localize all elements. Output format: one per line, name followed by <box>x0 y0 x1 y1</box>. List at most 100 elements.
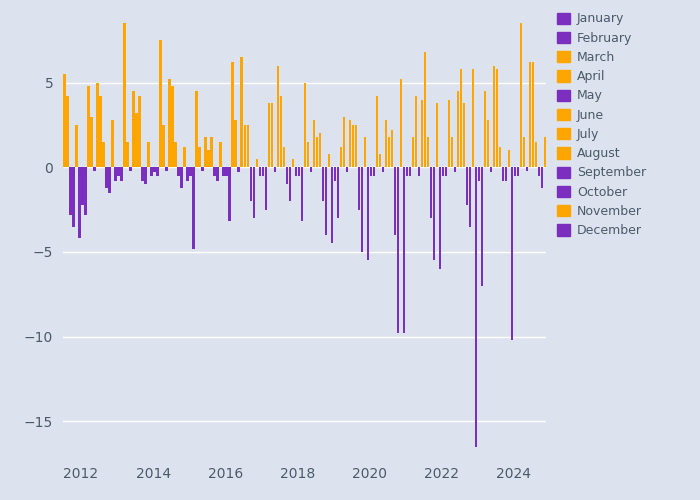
Bar <box>442 168 444 176</box>
Bar <box>130 168 132 170</box>
Bar <box>397 168 399 333</box>
Bar <box>298 168 300 176</box>
Bar <box>258 168 261 176</box>
Bar <box>267 103 270 168</box>
Bar <box>307 142 309 168</box>
Bar <box>160 40 162 168</box>
Bar <box>225 168 228 176</box>
Bar <box>216 168 219 181</box>
Bar <box>99 96 102 168</box>
Bar <box>340 147 342 168</box>
Bar <box>300 168 303 222</box>
Bar <box>439 168 441 269</box>
Bar <box>204 137 207 168</box>
Bar <box>466 168 468 204</box>
Bar <box>538 168 540 176</box>
Bar <box>481 168 483 286</box>
Bar <box>202 168 204 170</box>
Bar <box>334 168 336 181</box>
Bar <box>150 168 153 176</box>
Bar <box>388 137 390 168</box>
Bar <box>295 168 297 176</box>
Bar <box>190 168 192 176</box>
Bar <box>493 66 496 168</box>
Bar <box>88 86 90 168</box>
Bar <box>355 125 357 168</box>
Bar <box>469 168 471 226</box>
Bar <box>523 137 525 168</box>
Bar <box>132 91 135 168</box>
Bar <box>412 137 414 168</box>
Bar <box>165 168 168 170</box>
Bar <box>478 168 480 181</box>
Bar <box>262 168 264 176</box>
Bar <box>505 168 508 181</box>
Bar <box>520 24 522 168</box>
Bar <box>69 168 71 214</box>
Bar <box>463 103 466 168</box>
Bar <box>211 137 213 168</box>
Bar <box>123 24 126 168</box>
Bar <box>102 142 105 168</box>
Bar <box>286 168 288 184</box>
Bar <box>486 120 489 168</box>
Bar <box>223 168 225 176</box>
Bar <box>321 168 324 201</box>
Bar <box>304 82 306 168</box>
Bar <box>246 125 249 168</box>
Bar <box>337 168 339 218</box>
Bar <box>508 150 510 168</box>
Bar <box>406 168 408 176</box>
Bar <box>288 168 291 201</box>
Bar <box>526 168 528 170</box>
Bar <box>66 96 69 168</box>
Bar <box>177 168 180 176</box>
Bar <box>451 137 453 168</box>
Bar <box>141 168 144 181</box>
Bar <box>256 159 258 168</box>
Bar <box>244 125 246 168</box>
Bar <box>541 168 543 188</box>
Bar <box>514 168 517 176</box>
Bar <box>274 168 276 172</box>
Bar <box>127 142 129 168</box>
Bar <box>316 137 318 168</box>
Bar <box>475 168 477 446</box>
Bar <box>84 168 87 214</box>
Bar <box>454 168 456 172</box>
Bar <box>393 168 396 235</box>
Bar <box>292 159 294 168</box>
Bar <box>418 168 420 176</box>
Bar <box>279 96 282 168</box>
Bar <box>162 125 165 168</box>
Bar <box>379 154 381 168</box>
Bar <box>174 142 177 168</box>
Bar <box>270 103 273 168</box>
Bar <box>346 168 348 172</box>
Bar <box>234 120 237 168</box>
Bar <box>76 125 78 168</box>
Bar <box>499 147 501 168</box>
Bar <box>421 100 424 168</box>
Bar <box>544 137 546 168</box>
Bar <box>186 168 189 181</box>
Bar <box>139 96 141 168</box>
Bar <box>249 168 252 201</box>
Bar <box>448 100 450 168</box>
Bar <box>198 147 201 168</box>
Bar <box>484 91 486 168</box>
Bar <box>363 137 366 168</box>
Bar <box>237 168 240 172</box>
Bar <box>472 69 474 168</box>
Bar <box>309 168 312 172</box>
Bar <box>328 154 330 168</box>
Bar <box>232 62 234 168</box>
Bar <box>391 130 393 168</box>
Bar <box>63 74 66 168</box>
Bar <box>241 58 243 168</box>
Bar <box>120 168 122 181</box>
Bar <box>457 91 459 168</box>
Bar <box>135 113 138 168</box>
Bar <box>90 116 93 168</box>
Bar <box>111 120 114 168</box>
